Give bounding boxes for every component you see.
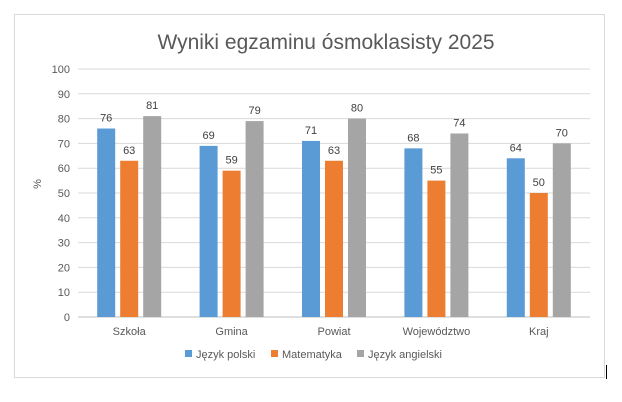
legend-label: Matematyka <box>282 349 343 361</box>
bar <box>120 160 139 317</box>
chart-title: Wyniki egzaminu ósmoklasisty 2025 <box>157 31 494 54</box>
data-label: 69 <box>202 130 214 142</box>
x-tick-layer: Szkoła Gmina Powiat Województwo Kraj <box>113 326 549 338</box>
y-tick-label: 50 <box>58 188 70 200</box>
bar <box>302 140 320 317</box>
bar <box>245 121 264 317</box>
chart-frame: Wyniki egzaminu ósmoklasisty 2025 % 0 10 2… <box>14 14 605 378</box>
legend-swatch <box>271 350 278 357</box>
x-tick-label: Szkoła <box>113 326 147 338</box>
bar <box>427 180 446 317</box>
y-tick-label: 100 <box>52 64 70 76</box>
y-tick-label: 60 <box>58 163 70 175</box>
y-tick-label: 80 <box>58 114 70 126</box>
y-tick-label: 40 <box>58 213 70 225</box>
bar <box>552 143 571 317</box>
data-label-layer: 76 63 81 69 59 79 71 63 80 68 55 74 64 50 70 <box>100 100 568 189</box>
bar <box>199 145 218 317</box>
y-tick-label: 10 <box>58 287 70 299</box>
y-tick-label: 20 <box>58 262 70 274</box>
bar <box>143 116 162 318</box>
legend-swatch <box>185 350 192 357</box>
data-label: 64 <box>510 142 522 154</box>
data-label: 70 <box>556 127 568 139</box>
bar <box>348 118 366 317</box>
data-label: 63 <box>328 145 340 157</box>
y-tick-layer: 0 10 20 30 40 50 60 70 80 90 100 <box>52 64 70 324</box>
bar <box>506 158 525 317</box>
y-axis-title: % <box>32 179 44 189</box>
data-label: 79 <box>248 105 260 117</box>
x-tick-label: Kraj <box>529 326 549 338</box>
x-tick-label: Województwo <box>403 326 471 338</box>
bar <box>97 128 116 317</box>
y-tick-label: 30 <box>58 238 70 250</box>
y-tick-label: 90 <box>58 89 70 101</box>
data-label: 76 <box>100 113 112 125</box>
data-label: 68 <box>407 132 419 144</box>
data-label: 59 <box>225 155 237 167</box>
data-label: 63 <box>123 145 135 157</box>
data-label: 71 <box>305 125 317 137</box>
legend: Język polski Matematyka Język angielski <box>185 349 442 361</box>
legend-swatch <box>357 350 364 357</box>
bar <box>450 133 469 317</box>
y-tick-label: 0 <box>64 312 70 324</box>
legend-label: Język angielski <box>368 349 442 361</box>
bar <box>325 160 343 317</box>
bar <box>222 170 241 317</box>
legend-label: Język polski <box>196 349 255 361</box>
bar <box>404 148 423 317</box>
data-label: 80 <box>351 103 363 115</box>
bar <box>529 193 548 317</box>
chart-svg: Wyniki egzaminu ósmoklasisty 2025 % 0 10 2… <box>32 31 590 361</box>
y-tick-label: 70 <box>58 138 70 150</box>
data-label: 55 <box>430 165 442 177</box>
x-tick-label: Gmina <box>215 326 248 338</box>
x-tick-label: Powiat <box>317 326 350 338</box>
data-label: 81 <box>146 100 158 112</box>
data-label: 74 <box>453 117 465 129</box>
text-cursor <box>606 365 607 379</box>
bar-layer <box>97 116 571 318</box>
data-label: 50 <box>533 177 545 189</box>
